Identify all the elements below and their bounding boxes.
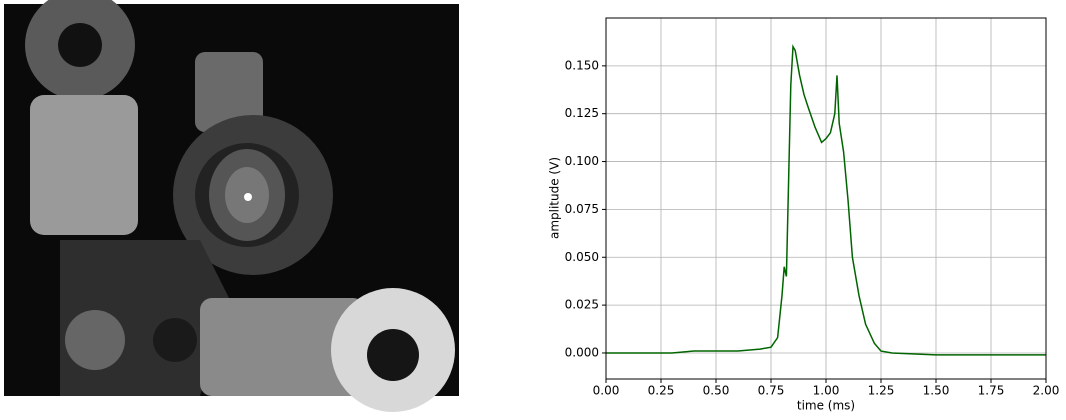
data-line <box>606 44 1046 356</box>
y-tick-label: 0.050 <box>565 250 599 264</box>
y-tick-label: 0.100 <box>565 154 599 168</box>
x-tick-label: 1.50 <box>923 384 950 398</box>
y-tick-label: 0.150 <box>565 58 599 72</box>
y-tick-label: 0.025 <box>565 298 599 312</box>
x-tick-label: 1.00 <box>813 384 840 398</box>
x-tick-label: 0.50 <box>703 384 730 398</box>
chart: time (ms) amplitude (V) 0.00 0.25 0.50 0.75… <box>548 17 1060 413</box>
x-tick-label: 1.25 <box>868 384 895 398</box>
x-axis-label: time (ms) <box>797 399 855 413</box>
y-tick-label: 0.075 <box>565 202 599 216</box>
y-axis-label: amplitude (V) <box>548 157 562 239</box>
y-tick-label: 0.125 <box>565 106 599 120</box>
y-tick-label: 0.000 <box>565 345 599 359</box>
plot-frame <box>605 17 1047 380</box>
x-tick-label: 0.00 <box>593 384 620 398</box>
x-tick-label: 0.75 <box>758 384 785 398</box>
x-tick-label: 1.75 <box>978 384 1005 398</box>
x-tick-label: 0.25 <box>648 384 675 398</box>
photo <box>4 0 459 412</box>
x-tick-label: 2.00 <box>1033 384 1060 398</box>
